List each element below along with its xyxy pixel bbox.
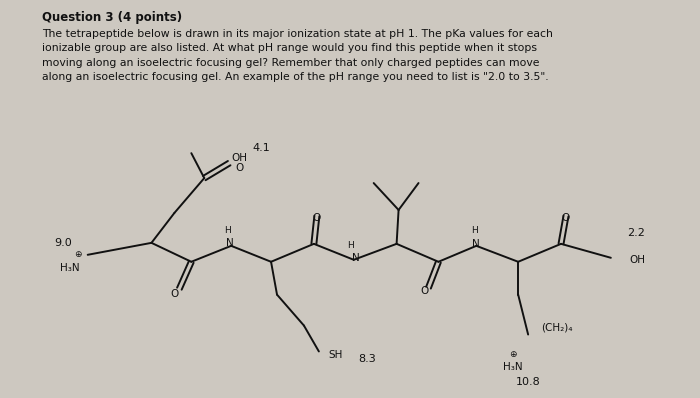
Text: 10.8: 10.8 xyxy=(516,377,540,387)
Text: SH: SH xyxy=(329,351,343,361)
Text: O: O xyxy=(562,213,570,223)
Text: 8.3: 8.3 xyxy=(358,355,377,365)
Text: OH: OH xyxy=(231,153,247,163)
Text: H: H xyxy=(471,226,477,235)
Text: O: O xyxy=(170,289,178,298)
Text: ⊕: ⊕ xyxy=(510,350,517,359)
Text: O: O xyxy=(235,163,244,173)
Text: H: H xyxy=(347,241,354,250)
Text: O: O xyxy=(313,213,321,223)
Text: along an isoelectric focusing gel. An example of the pH range you need to list i: along an isoelectric focusing gel. An ex… xyxy=(42,72,549,82)
Text: N: N xyxy=(473,239,480,249)
Text: moving along an isoelectric focusing gel? Remember that only charged peptides ca: moving along an isoelectric focusing gel… xyxy=(42,57,540,68)
Text: H: H xyxy=(224,226,230,235)
Text: N: N xyxy=(352,253,360,263)
Text: 2.2: 2.2 xyxy=(626,228,645,238)
Text: (CH₂)₄: (CH₂)₄ xyxy=(541,322,573,333)
Text: ionizable group are also listed. At what pH range would you find this peptide wh: ionizable group are also listed. At what… xyxy=(42,43,537,53)
Text: N: N xyxy=(226,238,234,248)
Text: H₃N: H₃N xyxy=(60,263,80,273)
Text: OH: OH xyxy=(630,255,646,265)
Text: 9.0: 9.0 xyxy=(54,238,71,248)
Text: Question 3 (4 points): Question 3 (4 points) xyxy=(42,11,182,23)
Text: ⊕: ⊕ xyxy=(74,250,81,259)
Text: 4.1: 4.1 xyxy=(252,143,270,153)
Text: O: O xyxy=(421,286,428,296)
Text: H₃N: H₃N xyxy=(503,363,523,373)
Text: The tetrapeptide below is drawn in its major ionization state at pH 1. The pKa v: The tetrapeptide below is drawn in its m… xyxy=(42,29,553,39)
